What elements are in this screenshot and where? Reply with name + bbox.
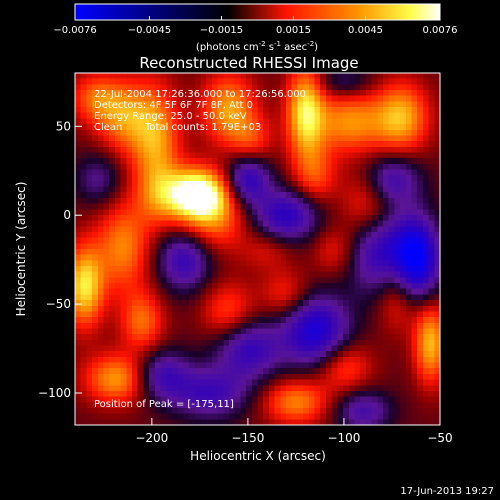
annotation-total-counts: Total counts: 1.79E+03: [144, 122, 261, 133]
x-axis-label: Heliocentric X (arcsec): [190, 449, 326, 463]
heatmap-image: [75, 73, 440, 425]
x-tick-label: −200: [135, 431, 168, 445]
plot-frame: [74, 72, 441, 426]
y-axis-label: Heliocentric Y (arcsec): [14, 182, 28, 317]
colorbar-tick-label: 0.0045: [348, 25, 383, 36]
colorbar-tick-label: −0.0076: [53, 25, 96, 36]
y-tick-label: 50: [56, 119, 71, 133]
x-tick-label: −50: [427, 431, 452, 445]
y-tick-label: −100: [38, 386, 71, 400]
annotation-method: Clean: [94, 122, 122, 133]
footer-timestamp: 17-Jun-2013 19:27: [400, 486, 494, 497]
colorbar-unit-label: (photons cm-2 s-1 asec-2): [196, 40, 318, 53]
colorbar-tick-label: −0.0015: [200, 25, 243, 36]
colorbar-tick-label: 0.0076: [423, 25, 458, 36]
x-axis-ticks: −200 −150 −100 −50: [135, 418, 453, 445]
heatmap-plot: −200 −150 −100 −50 50 0 −50 −100: [38, 72, 453, 445]
annotation-peak-position: Position of Peak = [-175,11]: [94, 399, 234, 410]
annotation-time-range: 22-Jul-2004 17:26:36.000 to 17:26:56.000: [94, 89, 306, 100]
y-axis-ticks: 50 0 −50 −100: [38, 119, 82, 400]
colorbar-ticks: −0.0076 −0.0045 −0.0015 0.0015 0.0045 0.0076: [53, 16, 458, 36]
y-tick-label: −50: [46, 297, 71, 311]
x-tick-label: −100: [327, 431, 360, 445]
colorbar-gradient: [74, 3, 441, 21]
annotation-energy-range: Energy Range: 25.0 - 50.0 keV: [94, 111, 247, 122]
chart-title: Reconstructed RHESSI Image: [139, 54, 358, 72]
colorbar-tick-label: 0.0015: [276, 25, 311, 36]
colorbar-tick-label: −0.0045: [128, 25, 171, 36]
colorbar: −0.0076 −0.0045 −0.0015 0.0015 0.0045 0.0076 …: [53, 3, 458, 53]
annotation-detectors: Detectors: 4F 5F 6F 7F 8F, Att 0: [94, 100, 253, 111]
annotations: 22-Jul-2004 17:26:36.000 to 17:26:56.000…: [94, 89, 306, 410]
x-tick-label: −150: [231, 431, 264, 445]
y-tick-label: 0: [63, 208, 71, 222]
